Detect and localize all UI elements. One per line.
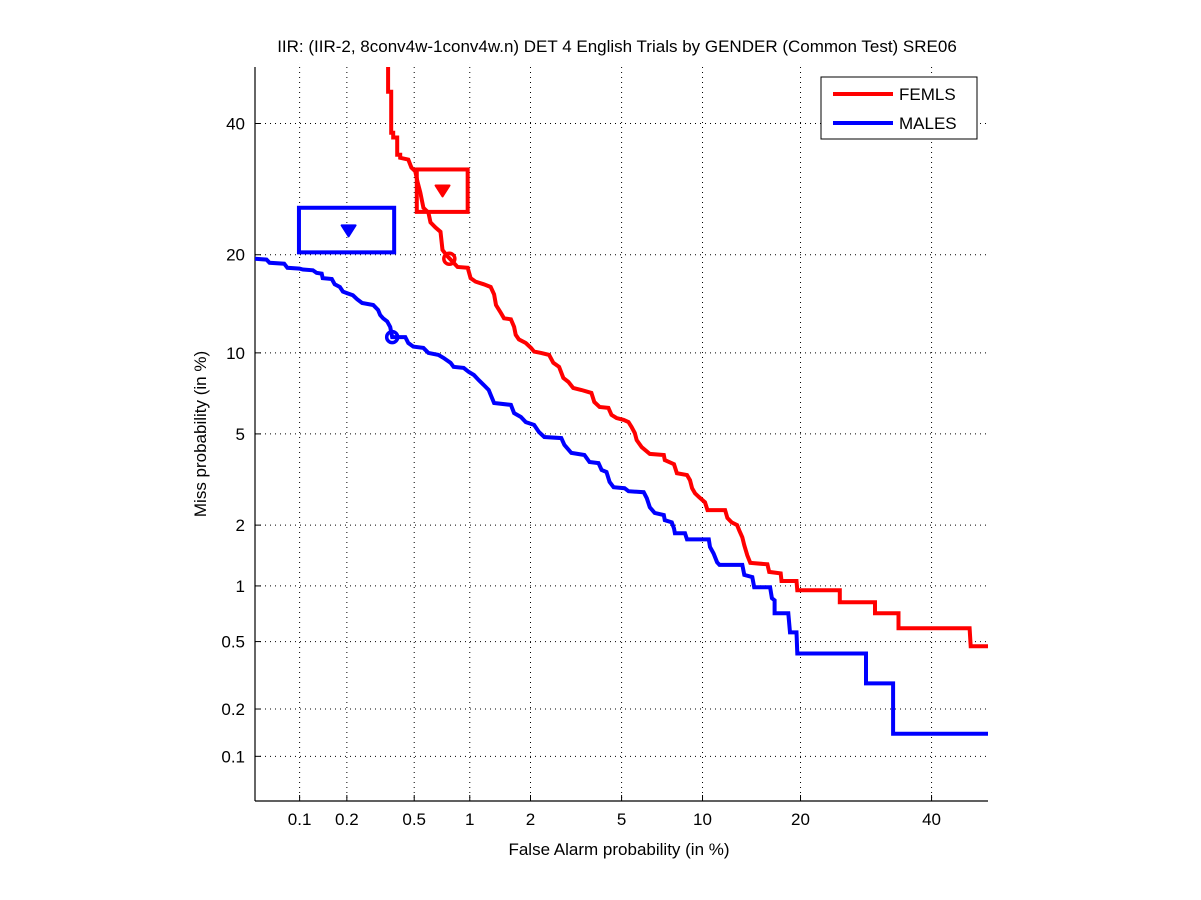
min-dcf-circle-femls	[442, 251, 457, 267]
chart-title: IIR: (IIR-2, 8conv4w-1conv4w.n) DET 4 En…	[277, 37, 957, 56]
series-femls	[386, 67, 988, 649]
series	[254, 67, 988, 736]
x-axis-label: False Alarm probability (in %)	[508, 840, 729, 859]
y-tick-label: 20	[226, 246, 245, 265]
min-dcf-circle-males	[384, 329, 400, 345]
y-tick-label: 2	[236, 516, 245, 535]
x-tick-label: 0.5	[402, 810, 426, 829]
x-ticks: 0.1 0.2 0.5 1 2 5 10 20 40	[288, 795, 941, 829]
x-tick-label: 10	[693, 810, 712, 829]
det-curve-males	[254, 256, 988, 736]
y-tick-label: 40	[226, 115, 245, 134]
y-tick-label: 0.5	[221, 633, 245, 652]
actual-decision-triangle-males	[340, 224, 357, 238]
actual-decision-triangle-femls	[434, 184, 451, 198]
confidence-box-femls	[414, 167, 470, 214]
x-tick-label: 40	[922, 810, 941, 829]
confidence-box-males	[296, 205, 397, 255]
det-curve-femls	[386, 67, 988, 649]
legend-label-femls: FEMLS	[899, 85, 956, 104]
y-tick-label: 10	[226, 344, 245, 363]
x-tick-label: 2	[526, 810, 535, 829]
y-tick-label: 1	[236, 577, 245, 596]
x-tick-label: 5	[617, 810, 626, 829]
y-tick-label: 0.1	[221, 747, 245, 766]
x-tick-label: 0.1	[288, 810, 312, 829]
x-tick-label: 0.2	[335, 810, 359, 829]
series-males	[254, 205, 988, 736]
y-tick-label: 0.2	[221, 700, 245, 719]
legend-box	[820, 76, 978, 140]
y-axis-label: Miss probability (in %)	[191, 351, 210, 517]
y-tick-label: 5	[236, 425, 245, 444]
legend: FEMLS MALES	[820, 76, 978, 140]
grid	[255, 67, 988, 801]
x-tick-label: 20	[791, 810, 810, 829]
y-ticks: 0.1 0.2 0.5 1 2 5 10 20 40	[221, 115, 261, 766]
x-tick-label: 1	[465, 810, 474, 829]
legend-label-males: MALES	[899, 114, 957, 133]
